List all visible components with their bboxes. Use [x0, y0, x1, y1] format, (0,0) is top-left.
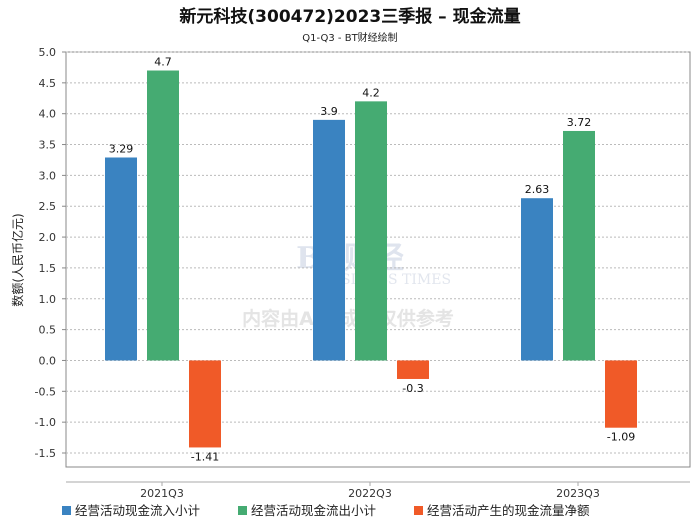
bar-2022Q3-1 — [355, 101, 387, 361]
watermark-logo: BT财经 — [296, 241, 404, 276]
y-tick-label: 1.0 — [39, 293, 57, 306]
data-label: 4.7 — [154, 56, 172, 69]
y-tick-label: 3.5 — [39, 139, 57, 152]
data-label: -0.3 — [402, 382, 423, 395]
bar-2023Q3-1 — [563, 130, 595, 361]
y-tick-label: 1.5 — [39, 262, 57, 275]
y-tick-label: -1.0 — [35, 416, 56, 429]
bar-2023Q3-0 — [521, 198, 553, 361]
data-label: 2.63 — [525, 183, 550, 196]
x-tick-label: 2023Q3 — [556, 487, 600, 500]
data-label: 3.29 — [109, 142, 134, 155]
chart-subtitle: Q1-Q3 - BT财经绘制 — [302, 31, 397, 44]
chart-title: 新元科技(300472)2023三季报 – 现金流量 — [179, 6, 520, 27]
bar-2023Q3-2 — [605, 360, 637, 428]
bar-2021Q3-1 — [147, 70, 179, 361]
legend-swatch-0 — [62, 506, 71, 515]
y-tick-label: 2.0 — [39, 231, 57, 244]
y-tick-label: -0.5 — [35, 385, 56, 398]
legend-label-1: 经营活动现金流出小计 — [251, 503, 376, 518]
watermark-notice: 内容由AI生成，仅供参考 — [242, 307, 454, 330]
bar-2021Q3-0 — [105, 157, 137, 361]
x-tick-label: 2021Q3 — [140, 487, 184, 500]
legend-swatch-1 — [238, 506, 247, 515]
data-label: 3.9 — [320, 105, 338, 118]
y-tick-label: -1.5 — [35, 447, 56, 460]
data-label: -1.41 — [191, 450, 219, 463]
legend-label-2: 经营活动产生的现金流量净额 — [427, 503, 590, 518]
y-tick-label: 0.0 — [39, 354, 57, 367]
y-tick-label: 0.5 — [39, 324, 57, 337]
bar-2021Q3-2 — [189, 360, 221, 448]
legend-swatch-2 — [414, 506, 423, 515]
y-tick-label: 5.0 — [39, 46, 57, 59]
y-axis-label: 数额(人民币亿元) — [10, 213, 25, 306]
bar-2022Q3-2 — [397, 360, 429, 379]
data-label: -1.09 — [607, 431, 635, 444]
legend-label-0: 经营活动现金流入小计 — [75, 503, 200, 518]
y-tick-label: 4.0 — [39, 108, 57, 121]
data-label: 3.72 — [567, 116, 592, 129]
y-tick-label: 3.0 — [39, 169, 57, 182]
y-tick-label: 2.5 — [39, 200, 57, 213]
bar-2022Q3-0 — [313, 119, 345, 361]
y-tick-label: 4.5 — [39, 77, 57, 90]
x-tick-label: 2022Q3 — [348, 487, 392, 500]
data-label: 4.2 — [362, 86, 380, 99]
